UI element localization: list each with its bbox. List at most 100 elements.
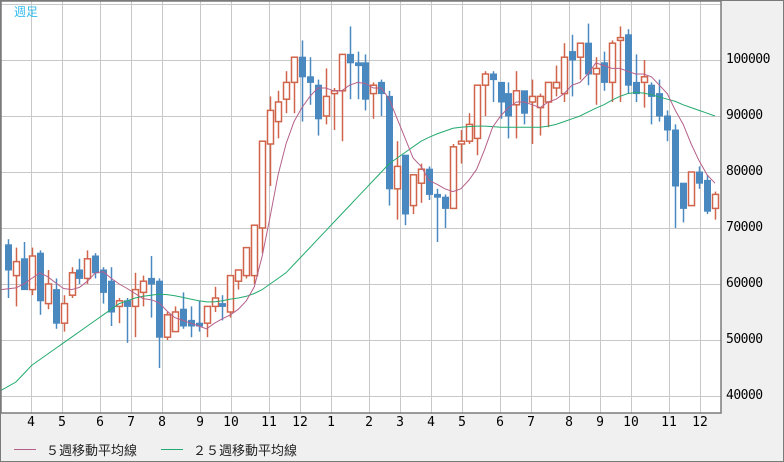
candle-body-up [687, 171, 696, 207]
y-tick-label: 40000 [726, 387, 763, 403]
candle-body-up [576, 42, 585, 58]
candle-body-up [60, 302, 69, 324]
candle-body-down [148, 277, 155, 285]
candle-body-down [696, 171, 703, 184]
candle-body-down [307, 76, 314, 83]
x-tick-label: 4 [27, 415, 35, 430]
candle-body-up [711, 193, 720, 210]
candle-body-up [544, 81, 553, 103]
legend-item-ma25: ２５週移動平均線 [161, 440, 297, 459]
x-tick-label: 3 [396, 415, 404, 430]
candle-body-up [409, 174, 418, 207]
candle-body-up [44, 283, 53, 305]
candle-body-down [648, 84, 655, 97]
candle-body-down [680, 182, 687, 209]
x-tick-label: 8 [158, 415, 166, 430]
x-tick-label: 2 [365, 415, 373, 430]
candle-body-down [569, 51, 576, 61]
candle-body-down [347, 53, 354, 64]
candle-body-down [100, 269, 107, 293]
y-tick-label: 70000 [726, 219, 763, 235]
plot-border [0, 0, 722, 414]
x-tick-label: 6 [496, 415, 504, 430]
candle-body-up [449, 146, 458, 210]
legend-label-ma25: ２５週移動平均線 [193, 444, 298, 459]
candle-body-down [505, 93, 512, 117]
candle-body-up [369, 84, 378, 95]
candle-body-up [274, 101, 283, 123]
legend-label-ma5: ５週移動平均線 [46, 444, 138, 459]
x-tick-label: 11 [661, 415, 677, 430]
candle-body-down [625, 34, 632, 86]
candle-body-up [266, 109, 275, 145]
candle-body-up [552, 81, 561, 89]
ma5-line [0, 62, 716, 330]
candle-body-up [171, 311, 180, 333]
candle-body-down [156, 280, 163, 338]
candle-body-up [290, 56, 299, 84]
y-tick-label: 60000 [726, 275, 763, 291]
candle-body-up [560, 56, 569, 95]
candle-body-down [672, 129, 679, 187]
candle-body-down [386, 95, 393, 190]
candle-body-down [442, 196, 449, 209]
candle-body-up [338, 53, 347, 92]
candle-body-down [315, 84, 322, 120]
candle-body-down [362, 62, 369, 100]
candle-body-down [108, 280, 115, 313]
candles [5, 23, 720, 368]
candle-body-down [5, 244, 12, 271]
x-tick-label: 7 [527, 415, 535, 430]
candle-body-down [664, 115, 671, 131]
y-tick-label: 100000 [726, 51, 770, 67]
x-tick-label: 6 [96, 415, 104, 430]
candle-body-down [633, 81, 640, 95]
candle-body-up [640, 76, 649, 84]
candle-body-up [616, 36, 625, 42]
candle-body-up [457, 140, 466, 145]
candle-body-down [656, 93, 663, 117]
candle-body-up [258, 140, 267, 229]
x-tick-label: 7 [127, 415, 135, 430]
x-tick-label: 12 [292, 415, 308, 430]
candle-body-up [417, 168, 426, 184]
candle-body-up [528, 95, 537, 103]
x-tick-label: 1 [327, 415, 335, 430]
candle-body-up [592, 67, 601, 75]
candle-body-up [512, 90, 521, 106]
x-tick-label: 11 [261, 415, 277, 430]
ma5-swatch [14, 449, 36, 450]
x-tick-label: 9 [196, 415, 204, 430]
candle-body-up [322, 95, 331, 117]
x-tick-label: 9 [596, 415, 604, 430]
candle-body-down [498, 81, 505, 103]
x-tick-label: 5 [458, 415, 466, 430]
candle-body-down [299, 56, 306, 78]
candle-body-down [402, 154, 409, 215]
candle-body-up [163, 314, 172, 338]
x-tick-label: 5 [58, 415, 66, 430]
candle-body-up [393, 165, 402, 190]
grid-lines [1, 1, 721, 413]
candle-body-down [21, 258, 28, 291]
candle-body-down [76, 269, 83, 279]
ma25-swatch [161, 449, 184, 450]
candle-body-up [226, 274, 235, 313]
candle-body-down [434, 193, 441, 198]
y-tick-label: 50000 [726, 331, 763, 347]
y-tick-label: 80000 [726, 163, 763, 179]
candle-body-down [490, 73, 497, 81]
candle-body-up [12, 260, 21, 277]
candle-body-down [180, 308, 187, 327]
candle-body-up [242, 246, 251, 277]
candle-body-down [37, 252, 44, 302]
candle-body-down [601, 62, 608, 83]
x-tick-label: 8 [565, 415, 573, 430]
legend-item-ma5: ５週移動平均線 [14, 440, 137, 459]
candle-body-up [28, 255, 37, 291]
candle-body-up [250, 224, 259, 277]
candle-body-down [355, 62, 362, 67]
y-tick-label: 90000 [726, 107, 763, 123]
candle-body-up [83, 258, 92, 280]
